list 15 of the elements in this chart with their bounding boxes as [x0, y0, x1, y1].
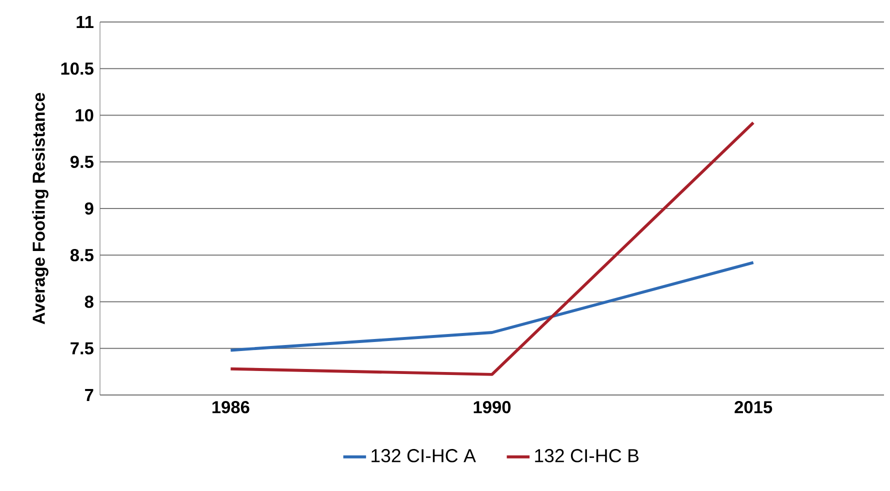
y-tick-label: 8.5 — [70, 248, 94, 262]
legend-label: 132 CI-HC A — [372, 449, 476, 462]
y-tick-label: 9 — [84, 202, 94, 215]
y-tick-label: 10.5 — [61, 62, 94, 75]
x-tick-label: 1990 — [474, 401, 511, 414]
y-tick-label: 10 — [76, 109, 94, 122]
x-tick-label: 1986 — [212, 401, 250, 414]
y-tick-label: 11 — [76, 16, 94, 28]
legend-label: 132 CI-HC B — [535, 449, 639, 462]
y-tick-label: 9.5 — [70, 156, 94, 168]
x-tick-label: 2015 — [734, 401, 772, 414]
y-axis-title: Average Footing Resistance — [32, 92, 48, 324]
y-tick-label: 7.5 — [70, 342, 94, 354]
y-tick-label: 8 — [84, 296, 94, 308]
y-tick-label: 7 — [85, 389, 94, 401]
